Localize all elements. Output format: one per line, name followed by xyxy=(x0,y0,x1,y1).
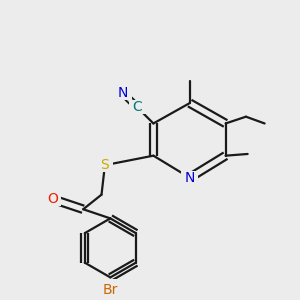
Text: O: O xyxy=(47,192,58,206)
Text: N: N xyxy=(184,171,195,185)
Bar xyxy=(181,170,198,185)
Bar xyxy=(96,158,113,172)
Bar xyxy=(44,192,61,206)
Bar xyxy=(98,279,123,300)
Text: N: N xyxy=(118,86,128,100)
Bar xyxy=(115,86,132,100)
Text: C: C xyxy=(132,100,142,114)
Text: S: S xyxy=(100,158,109,172)
Bar xyxy=(129,100,146,114)
Text: Br: Br xyxy=(103,283,118,297)
